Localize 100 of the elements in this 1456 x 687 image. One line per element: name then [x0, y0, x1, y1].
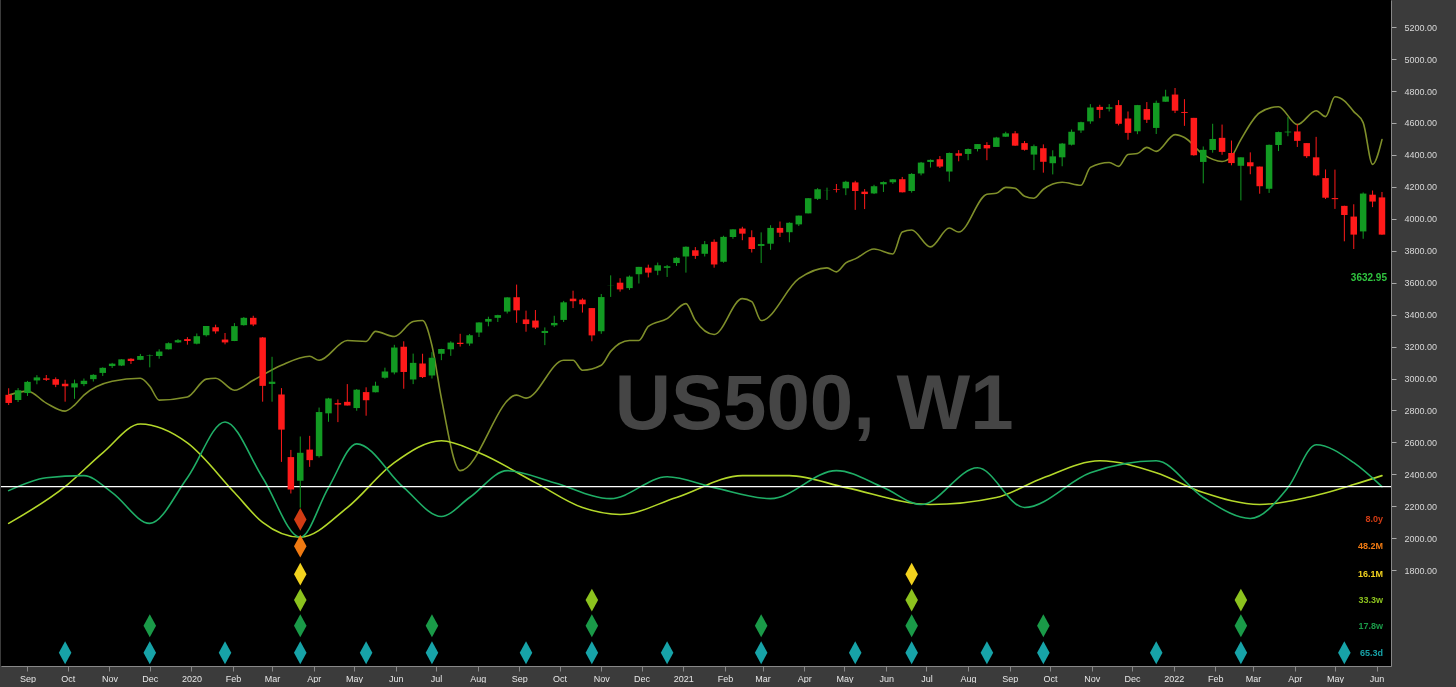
candlestick — [71, 379, 78, 400]
candlestick — [344, 383, 351, 407]
x-tick-label: Oct — [553, 673, 568, 684]
x-tick-label: Aug — [960, 673, 977, 684]
x-tick-label: Jun — [1369, 673, 1385, 684]
candlestick — [532, 309, 539, 330]
x-tick-label: Apr — [1288, 673, 1303, 684]
x-tick-label: Sep — [511, 673, 528, 684]
annotation: 3632.95 — [1350, 272, 1388, 284]
candlestick — [1087, 103, 1094, 125]
x-tick-label: Oct — [1043, 673, 1059, 684]
y-tick-label: 3000.00 — [1404, 374, 1438, 385]
x-tick-label: Sep — [19, 673, 37, 684]
candlestick — [127, 357, 135, 365]
x-tick-label: 2020 — [181, 673, 202, 684]
candlestick — [1218, 124, 1226, 156]
x-tick-label: May — [1326, 673, 1345, 684]
x-tick-label: Dec — [634, 673, 651, 684]
candlestick — [964, 148, 972, 161]
candlestick — [1312, 136, 1320, 177]
candlestick — [1256, 166, 1263, 195]
x-tick-label: 2021 — [673, 673, 694, 684]
x-tick-label: Nov — [1084, 673, 1101, 684]
y-tick-label: 4400.00 — [1404, 150, 1438, 161]
x-tick-label: Mar — [1245, 673, 1262, 684]
y-tick-label: 2200.00 — [1404, 501, 1438, 512]
candlestick — [1115, 99, 1122, 126]
candlestick — [1294, 123, 1301, 148]
y-tick-label: 3800.00 — [1404, 246, 1438, 257]
text: 33.3w — [1358, 595, 1384, 606]
text: 8.0y — [1365, 514, 1383, 525]
x-tick-label: Feb — [225, 673, 242, 684]
x-tick-label: Feb — [717, 673, 734, 684]
text: 48.2M — [1357, 541, 1383, 552]
x-tick-label: Apr — [307, 673, 322, 684]
y-tick-label: 3200.00 — [1404, 342, 1438, 353]
candlestick — [710, 238, 718, 269]
candlestick — [851, 180, 859, 211]
x-tick-label: 2022 — [1164, 673, 1185, 684]
candlestick — [767, 224, 774, 251]
candlestick — [362, 386, 370, 417]
x-tick-label: Dec — [142, 673, 159, 684]
candlestick — [33, 374, 41, 385]
y-tick-label: 4200.00 — [1404, 182, 1438, 193]
x-tick-label: Dec — [1124, 673, 1142, 684]
x-tick-label: Feb — [1208, 673, 1224, 684]
candlestick — [1228, 140, 1235, 166]
candlestick — [1322, 168, 1329, 200]
candlestick — [1350, 203, 1357, 250]
candlestick — [786, 221, 793, 243]
candlestick — [757, 231, 765, 264]
x-tick-label: May — [346, 673, 364, 684]
candlestick — [1040, 143, 1047, 174]
candlestick — [663, 264, 671, 278]
candlestick — [776, 221, 784, 238]
candlestick — [560, 300, 567, 323]
y-tick-label: 5000.00 — [1404, 54, 1438, 65]
x-tick-label: Jun — [388, 673, 404, 684]
candlestick — [908, 172, 915, 194]
x-tick-label: Mar — [755, 673, 771, 684]
candlestick — [1209, 123, 1216, 154]
y-tick-label: 4800.00 — [1404, 86, 1438, 97]
y-tick-label: 4600.00 — [1404, 118, 1438, 129]
x-tick-label: Oct — [61, 673, 76, 684]
x-tick-label: Nov — [101, 673, 119, 684]
y-tick-label: 3400.00 — [1404, 310, 1438, 321]
candlestick — [334, 398, 342, 423]
series-label: 65.3d — [1359, 647, 1383, 658]
annotation: US500, W1 — [614, 358, 1014, 447]
y-tick-label: 3600.00 — [1404, 278, 1438, 289]
candlestick — [522, 310, 530, 333]
candlestick — [1200, 145, 1207, 184]
text: 16.1M — [1357, 569, 1383, 580]
candlestick — [513, 284, 520, 324]
x-tick-label: Jul — [921, 673, 933, 684]
x-tick-label: Aug — [470, 673, 487, 684]
candlestick — [1143, 101, 1151, 124]
candlestick — [1237, 156, 1245, 201]
candlestick — [306, 435, 313, 468]
candlestick — [1030, 144, 1038, 171]
y-tick-label: 2400.00 — [1404, 469, 1438, 480]
y-tick-label: 2600.00 — [1404, 437, 1438, 448]
text: 17.8w — [1358, 620, 1384, 631]
candlestick — [1049, 149, 1057, 175]
candlestick — [1171, 87, 1179, 114]
x-tick-label: Nov — [593, 673, 611, 684]
candlestick — [1341, 205, 1348, 242]
candlestick — [946, 152, 953, 183]
x-tick-label: Sep — [1002, 673, 1019, 684]
candlestick — [353, 388, 360, 412]
candlestick — [1247, 151, 1254, 175]
y-tick-label: 2800.00 — [1404, 405, 1438, 416]
x-tick-label: May — [836, 673, 854, 684]
x-tick-label: Apr — [797, 673, 812, 684]
candlestick — [1181, 98, 1188, 127]
x-tick-label: Jun — [879, 673, 894, 684]
candlestick — [419, 353, 426, 379]
x-tick-label: Mar — [264, 673, 281, 684]
y-tick-label: 2000.00 — [1404, 533, 1438, 544]
y-tick-label: 1800.00 — [1404, 565, 1438, 576]
